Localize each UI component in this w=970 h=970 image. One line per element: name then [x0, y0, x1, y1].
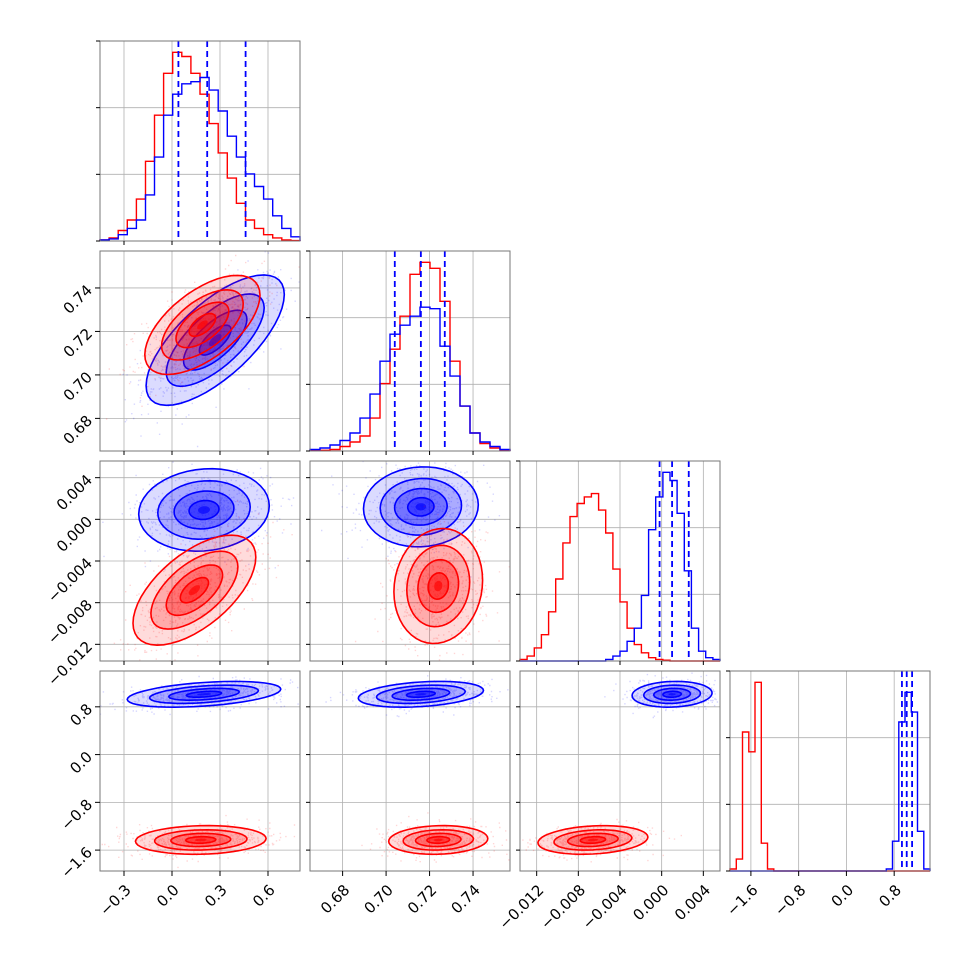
data-layer: [99, 41, 931, 872]
contour-red-1: [160, 288, 245, 361]
density-panel-1-0: [105, 251, 300, 448]
hist-blue-1: [309, 306, 511, 451]
contour-blue-0: [631, 680, 713, 709]
contour-red-2: [566, 832, 619, 848]
density-fill-blue-4: [198, 506, 210, 514]
contour-blue-3: [662, 690, 683, 698]
density-fill-red-4: [194, 838, 207, 842]
contour-blue-3: [405, 690, 437, 698]
density-panel-3-1: [325, 675, 510, 863]
scatter-red: [105, 254, 300, 420]
contour-red-0: [387, 824, 489, 856]
contour-red-0: [143, 274, 261, 376]
contour-red-0: [393, 527, 484, 645]
contour-red-1: [402, 828, 475, 851]
contour-red-3: [188, 312, 217, 338]
scatter-red: [522, 818, 682, 863]
panel-frame-0-0: [99, 40, 301, 242]
panel-frame-1-0: [99, 250, 301, 452]
density-fill-red-4: [587, 838, 598, 842]
contour-blue-0: [145, 274, 286, 407]
hist-blue-0: [99, 76, 301, 241]
contour-blue-0: [362, 466, 480, 548]
density-fill-blue-4: [668, 693, 676, 696]
density-panel-3-2: [522, 672, 719, 863]
contour-red-3: [179, 576, 210, 604]
scatter-blue: [325, 675, 509, 718]
density-fill-red-4: [434, 580, 443, 592]
contour-red-3: [579, 835, 607, 844]
contour-red-1: [405, 544, 471, 628]
contour-red-3: [426, 835, 451, 844]
contour-red-0: [537, 824, 649, 856]
contour-red-3: [184, 835, 217, 844]
contour-red-1: [553, 829, 633, 851]
contour-blue-2: [393, 487, 449, 526]
scatter-blue: [100, 675, 299, 716]
contour-blue-1: [642, 684, 702, 705]
density-fill-blue-4: [415, 503, 427, 511]
contour-red-2: [170, 832, 232, 848]
contour-blue-0: [126, 680, 282, 709]
contour-red-2: [417, 558, 460, 614]
contour-blue-1: [375, 684, 467, 705]
contour-blue-3: [406, 496, 435, 517]
contour-red-0: [132, 534, 257, 647]
density-fill-red-4: [197, 320, 208, 330]
density-panel-3-0: [100, 675, 299, 869]
density-panel-2-1: [321, 461, 510, 661]
contour-blue-3: [188, 499, 220, 521]
contour-blue-2: [391, 687, 451, 701]
panel-frame-3-0: [99, 670, 301, 872]
grid-layer: [100, 40, 930, 871]
contour-red-0: [134, 824, 267, 856]
scatter-blue: [321, 461, 501, 580]
contour-blue-1: [379, 477, 463, 536]
scatter-blue: [604, 672, 719, 719]
panel-frame-3-1: [309, 670, 511, 872]
contour-blue-0: [137, 467, 271, 553]
density-fill-blue-4: [197, 693, 211, 696]
panel-frame-1-1: [309, 250, 511, 452]
contour-red-3: [427, 571, 450, 601]
contour-blue-0: [357, 680, 485, 709]
contour-red-2: [175, 301, 230, 349]
contour-blue-3: [185, 690, 223, 698]
panel-frame-3-3: [729, 670, 931, 872]
contour-red-2: [165, 564, 224, 617]
density-fill-blue-4: [208, 334, 222, 347]
contour-blue-1: [148, 684, 260, 705]
contour-red-1: [150, 550, 239, 630]
contour-red-1: [153, 828, 248, 851]
contour-red-2: [414, 832, 462, 848]
hist-red-2: [519, 492, 720, 662]
density-panel-2-0: [102, 461, 295, 661]
scatter-red: [101, 814, 296, 869]
density-fill-blue-4: [415, 693, 427, 696]
contour-blue-2: [652, 687, 692, 701]
contour-blue-2: [167, 687, 241, 701]
density-fill-red-4: [188, 585, 200, 596]
hist-red-0: [99, 51, 301, 242]
contour-blue-1: [156, 479, 252, 541]
contour-blue-2: [182, 309, 248, 371]
density-fill-red-4: [433, 838, 443, 842]
contour-blue-2: [173, 490, 235, 530]
